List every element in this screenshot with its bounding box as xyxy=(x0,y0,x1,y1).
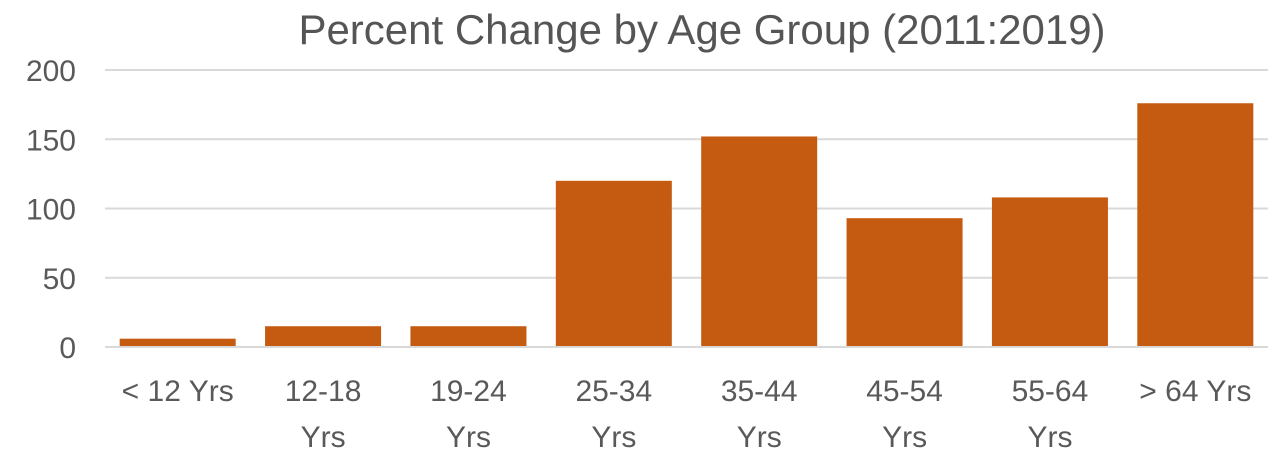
x-tick-label: Yrs xyxy=(1027,421,1072,449)
y-tick-label: 0 xyxy=(59,332,76,365)
x-tick-label: Yrs xyxy=(737,421,782,449)
bar xyxy=(991,197,1108,347)
y-axis: 0 50 100 150 200 xyxy=(26,55,76,365)
x-tick-label: 55-64 xyxy=(1012,375,1089,408)
x-tick-label: 35-44 xyxy=(721,375,798,408)
x-tick-label: Yrs xyxy=(301,421,346,449)
y-tick-label: 150 xyxy=(26,124,76,157)
x-axis: < 12 Yrs 12-18 Yrs 19-24 Yrs 25-34 Yrs 35-44 Yrs… xyxy=(105,346,1268,449)
x-tick-label: Yrs xyxy=(446,421,491,449)
x-tick-label: 19-24 xyxy=(430,375,507,408)
bars xyxy=(119,103,1254,348)
x-tick-label: Yrs xyxy=(591,421,636,449)
x-tick-label: < 12 Yrs xyxy=(122,375,234,408)
bar xyxy=(555,180,672,347)
x-tick-label: Yrs xyxy=(882,421,927,449)
y-tick-label: 100 xyxy=(26,194,76,227)
bar xyxy=(410,326,527,347)
bar xyxy=(846,218,963,347)
x-tick-label: 25-34 xyxy=(575,375,652,408)
bar xyxy=(265,326,382,347)
x-tick-label: 45-54 xyxy=(866,375,943,408)
x-tick-label: 12-18 xyxy=(285,375,362,408)
x-tick-label: > 64 Yrs xyxy=(1139,375,1251,408)
bar xyxy=(1137,103,1254,348)
y-tick-label: 200 xyxy=(26,55,76,88)
bar xyxy=(701,136,818,347)
y-tick-label: 50 xyxy=(43,263,76,296)
chart-title: Percent Change by Age Group (2011:2019) xyxy=(298,6,1106,53)
bar xyxy=(119,338,236,347)
